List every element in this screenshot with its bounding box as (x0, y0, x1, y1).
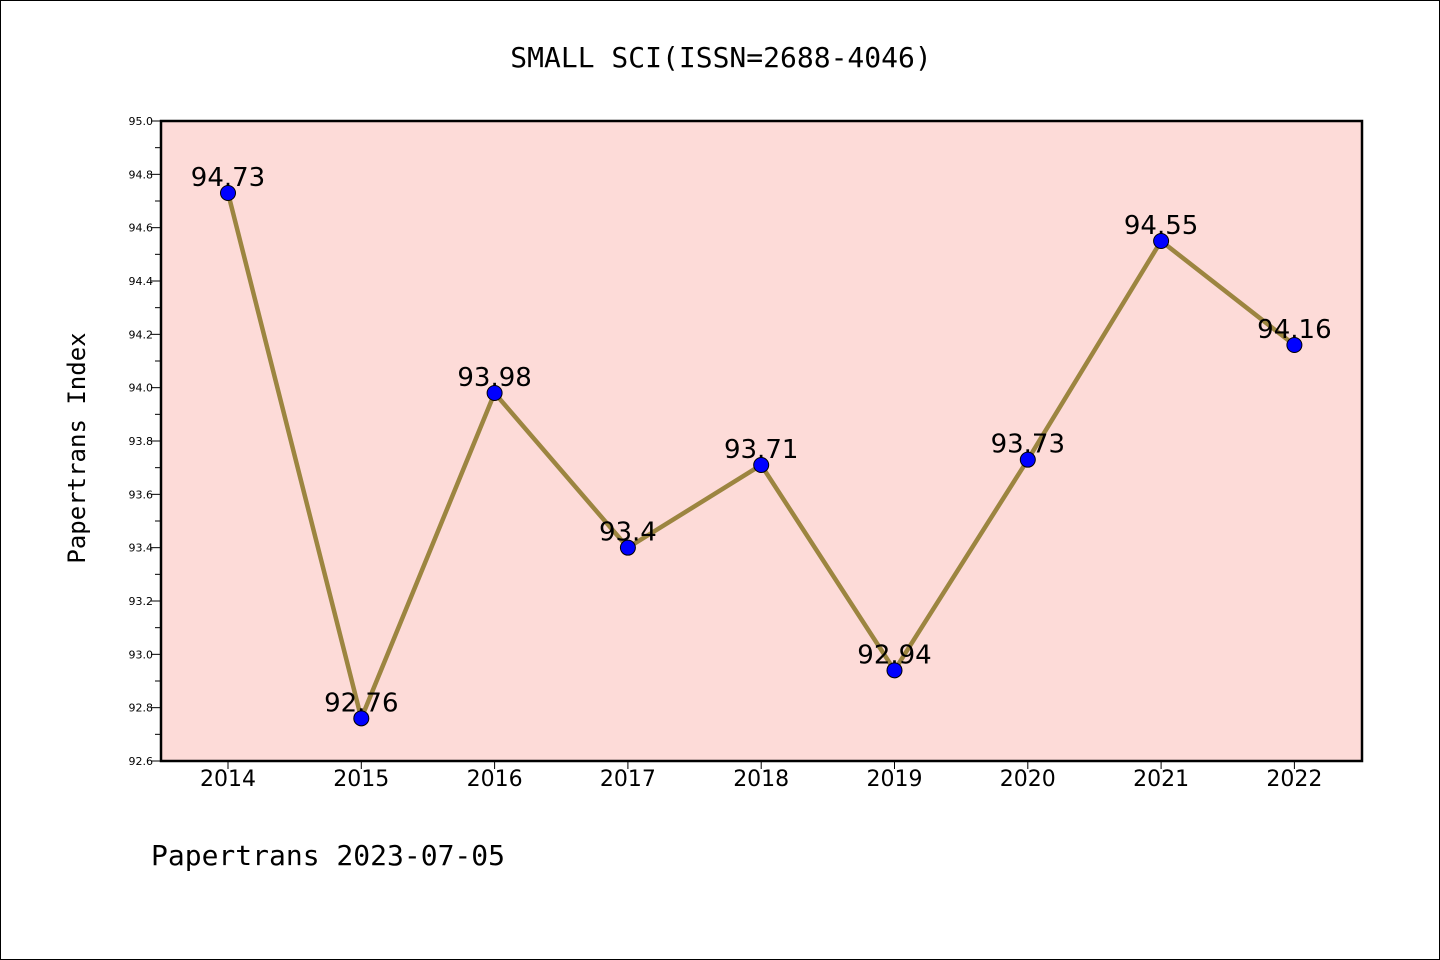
x-tick-label: 2020 (1000, 767, 1056, 792)
data-point (886, 662, 903, 679)
y-tick-label: 93.4 (129, 542, 154, 555)
data-point (220, 185, 236, 201)
y-tick-label: 93.0 (129, 648, 154, 661)
x-tick-label: 2017 (600, 767, 656, 792)
plot-area (159, 119, 1364, 763)
x-tick-label: 2021 (1133, 767, 1189, 792)
y-tick-label: 92.6 (129, 755, 154, 768)
y-tick-label: 92.8 (129, 702, 154, 715)
data-point (486, 385, 503, 401)
y-tick-label: 94.6 (129, 222, 154, 235)
y-tick-label: 94.8 (129, 168, 154, 181)
y-tick-label: 94.0 (129, 382, 154, 395)
x-tick-label: 2022 (1266, 767, 1322, 792)
y-tick-label: 93.6 (129, 488, 154, 501)
y-tick-label: 93.2 (129, 595, 154, 608)
y-tick-label: 94.4 (129, 275, 154, 288)
x-tick-label: 2019 (867, 767, 923, 792)
x-axis: 2014 2015 2016 2017 2018 2019 2020 2021 2022 (200, 761, 1322, 792)
chart-title: SMALL SCI(ISSN=2688-4046) (510, 41, 931, 74)
data-point (1019, 451, 1036, 468)
y-tick-label: 94.2 (129, 328, 154, 341)
x-tick-label: 2018 (733, 767, 789, 792)
data-point (1286, 337, 1303, 353)
data-point (753, 457, 770, 473)
data-point (1153, 233, 1170, 249)
y-tick-label: 95.0 (129, 115, 154, 128)
data-point (353, 710, 370, 727)
data-point (619, 539, 636, 556)
x-tick-label: 2014 (200, 767, 256, 792)
data-markers (220, 185, 1303, 727)
y-axis: 92.6 92.8 93.0 93.2 93.4 93.6 93.8 94.0 94.2 94.4… (129, 115, 161, 768)
x-tick-label: 2015 (333, 767, 389, 792)
y-tick-label: 93.8 (129, 435, 154, 448)
y-axis-label: Papertrans Index (63, 332, 91, 563)
x-tick-label: 2016 (467, 767, 523, 792)
footer-text: Papertrans 2023-07-05 (151, 839, 505, 872)
